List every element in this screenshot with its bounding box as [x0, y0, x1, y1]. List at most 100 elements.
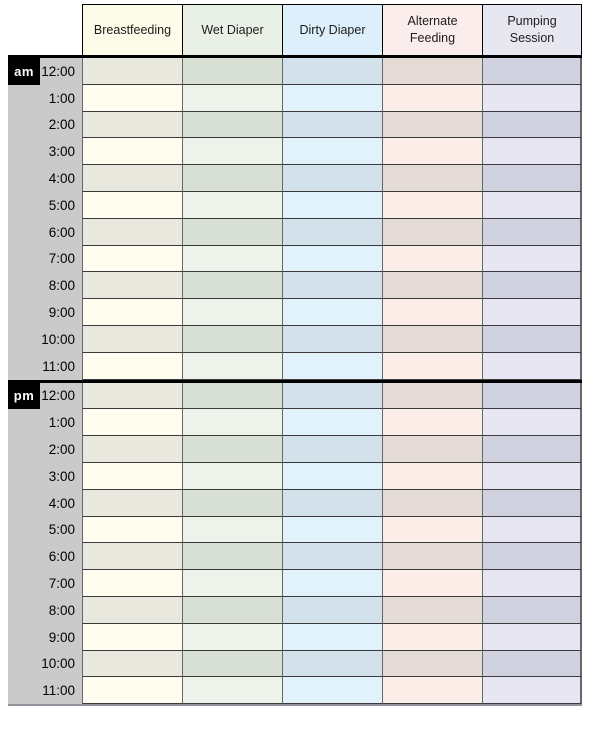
cell-alternate-feeding-pm-700[interactable] — [382, 570, 482, 597]
cell-alternate-feeding-pm-1100[interactable] — [382, 677, 482, 705]
cell-wet-diaper-pm-1200[interactable] — [182, 382, 282, 410]
cell-dirty-diaper-am-400[interactable] — [282, 165, 382, 192]
cell-dirty-diaper-pm-200[interactable] — [282, 436, 382, 463]
cell-alternate-feeding-am-800[interactable] — [382, 272, 482, 300]
cell-alternate-feeding-pm-300[interactable] — [382, 462, 482, 490]
cell-alternate-feeding-am-900[interactable] — [382, 299, 482, 326]
cell-breastfeeding-am-700[interactable] — [82, 245, 182, 273]
cell-breastfeeding-am-800[interactable] — [82, 272, 182, 300]
cell-breastfeeding-pm-100[interactable] — [82, 409, 182, 437]
cell-pumping-session-pm-400[interactable] — [482, 489, 582, 517]
cell-wet-diaper-am-500[interactable] — [182, 191, 282, 219]
cell-breastfeeding-pm-800[interactable] — [82, 596, 182, 624]
cell-wet-diaper-pm-700[interactable] — [182, 570, 282, 597]
cell-breastfeeding-am-200[interactable] — [82, 111, 182, 139]
cell-alternate-feeding-am-1000[interactable] — [382, 325, 482, 353]
cell-wet-diaper-am-1200[interactable] — [182, 58, 282, 85]
cell-pumping-session-pm-100[interactable] — [482, 409, 582, 437]
cell-breastfeeding-am-600[interactable] — [82, 218, 182, 246]
cell-dirty-diaper-am-1000[interactable] — [282, 325, 382, 353]
cell-pumping-session-am-300[interactable] — [482, 138, 582, 166]
cell-wet-diaper-am-200[interactable] — [182, 111, 282, 139]
cell-wet-diaper-pm-600[interactable] — [182, 543, 282, 571]
cell-pumping-session-am-200[interactable] — [482, 111, 582, 139]
cell-alternate-feeding-pm-1200[interactable] — [382, 382, 482, 410]
cell-breastfeeding-pm-200[interactable] — [82, 436, 182, 463]
cell-wet-diaper-pm-900[interactable] — [182, 623, 282, 651]
cell-pumping-session-am-1000[interactable] — [482, 325, 582, 353]
cell-breastfeeding-am-500[interactable] — [82, 191, 182, 219]
cell-dirty-diaper-pm-100[interactable] — [282, 409, 382, 437]
cell-alternate-feeding-pm-900[interactable] — [382, 623, 482, 651]
cell-pumping-session-am-500[interactable] — [482, 191, 582, 219]
cell-wet-diaper-am-900[interactable] — [182, 299, 282, 326]
cell-wet-diaper-am-800[interactable] — [182, 272, 282, 300]
cell-alternate-feeding-am-400[interactable] — [382, 165, 482, 192]
cell-dirty-diaper-pm-700[interactable] — [282, 570, 382, 597]
cell-pumping-session-am-100[interactable] — [482, 84, 582, 112]
cell-wet-diaper-am-1000[interactable] — [182, 325, 282, 353]
cell-wet-diaper-am-100[interactable] — [182, 84, 282, 112]
cell-breastfeeding-pm-300[interactable] — [82, 462, 182, 490]
cell-breastfeeding-pm-900[interactable] — [82, 623, 182, 651]
cell-dirty-diaper-am-200[interactable] — [282, 111, 382, 139]
cell-wet-diaper-am-400[interactable] — [182, 165, 282, 192]
cell-breastfeeding-am-100[interactable] — [82, 84, 182, 112]
cell-pumping-session-pm-1100[interactable] — [482, 677, 582, 705]
cell-wet-diaper-am-600[interactable] — [182, 218, 282, 246]
cell-pumping-session-pm-1200[interactable] — [482, 382, 582, 410]
cell-alternate-feeding-am-700[interactable] — [382, 245, 482, 273]
cell-dirty-diaper-pm-600[interactable] — [282, 543, 382, 571]
cell-wet-diaper-pm-100[interactable] — [182, 409, 282, 437]
cell-breastfeeding-am-400[interactable] — [82, 165, 182, 192]
cell-dirty-diaper-am-800[interactable] — [282, 272, 382, 300]
cell-dirty-diaper-pm-1100[interactable] — [282, 677, 382, 705]
cell-alternate-feeding-am-1200[interactable] — [382, 58, 482, 85]
cell-alternate-feeding-pm-600[interactable] — [382, 543, 482, 571]
cell-pumping-session-pm-700[interactable] — [482, 570, 582, 597]
cell-dirty-diaper-am-700[interactable] — [282, 245, 382, 273]
cell-dirty-diaper-pm-300[interactable] — [282, 462, 382, 490]
cell-dirty-diaper-pm-800[interactable] — [282, 596, 382, 624]
cell-breastfeeding-pm-700[interactable] — [82, 570, 182, 597]
cell-dirty-diaper-pm-400[interactable] — [282, 489, 382, 517]
cell-wet-diaper-pm-1100[interactable] — [182, 677, 282, 705]
cell-breastfeeding-pm-1100[interactable] — [82, 677, 182, 705]
cell-pumping-session-am-400[interactable] — [482, 165, 582, 192]
cell-breastfeeding-am-300[interactable] — [82, 138, 182, 166]
cell-alternate-feeding-pm-800[interactable] — [382, 596, 482, 624]
cell-pumping-session-am-1100[interactable] — [482, 352, 582, 380]
cell-dirty-diaper-pm-500[interactable] — [282, 516, 382, 544]
cell-alternate-feeding-pm-100[interactable] — [382, 409, 482, 437]
cell-pumping-session-pm-1000[interactable] — [482, 650, 582, 678]
cell-breastfeeding-pm-400[interactable] — [82, 489, 182, 517]
cell-wet-diaper-am-300[interactable] — [182, 138, 282, 166]
cell-dirty-diaper-am-500[interactable] — [282, 191, 382, 219]
cell-pumping-session-pm-300[interactable] — [482, 462, 582, 490]
cell-breastfeeding-pm-600[interactable] — [82, 543, 182, 571]
cell-breastfeeding-am-1000[interactable] — [82, 325, 182, 353]
cell-wet-diaper-pm-500[interactable] — [182, 516, 282, 544]
cell-breastfeeding-am-1200[interactable] — [82, 58, 182, 85]
cell-alternate-feeding-pm-1000[interactable] — [382, 650, 482, 678]
cell-pumping-session-am-700[interactable] — [482, 245, 582, 273]
cell-wet-diaper-pm-800[interactable] — [182, 596, 282, 624]
cell-pumping-session-am-900[interactable] — [482, 299, 582, 326]
cell-pumping-session-pm-900[interactable] — [482, 623, 582, 651]
cell-pumping-session-pm-200[interactable] — [482, 436, 582, 463]
cell-alternate-feeding-pm-500[interactable] — [382, 516, 482, 544]
cell-alternate-feeding-am-600[interactable] — [382, 218, 482, 246]
cell-wet-diaper-am-1100[interactable] — [182, 352, 282, 380]
cell-pumping-session-am-600[interactable] — [482, 218, 582, 246]
cell-wet-diaper-am-700[interactable] — [182, 245, 282, 273]
cell-pumping-session-am-800[interactable] — [482, 272, 582, 300]
cell-dirty-diaper-am-1100[interactable] — [282, 352, 382, 380]
cell-pumping-session-am-1200[interactable] — [482, 58, 582, 85]
cell-breastfeeding-am-1100[interactable] — [82, 352, 182, 380]
cell-pumping-session-pm-800[interactable] — [482, 596, 582, 624]
cell-alternate-feeding-pm-200[interactable] — [382, 436, 482, 463]
cell-dirty-diaper-am-900[interactable] — [282, 299, 382, 326]
cell-wet-diaper-pm-400[interactable] — [182, 489, 282, 517]
cell-pumping-session-pm-600[interactable] — [482, 543, 582, 571]
cell-wet-diaper-pm-300[interactable] — [182, 462, 282, 490]
